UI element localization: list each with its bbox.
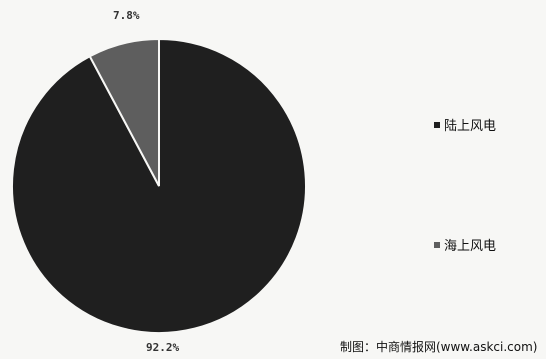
legend-item-onshore: 陆上风电 (434, 115, 496, 134)
legend-swatch-onshore (434, 121, 440, 128)
data-label-offshore: 7.8% (113, 9, 140, 22)
pie-slice-offshore (88, 37, 160, 187)
legend-label-onshore: 陆上风电 (444, 119, 497, 134)
data-label-onshore: 92.2% (146, 341, 180, 354)
legend-swatch-offshore (434, 241, 440, 248)
legend-item-offshore: 海上风电 (434, 235, 496, 254)
source-note: 制图：中商情报网(www.askci.com) (340, 340, 538, 354)
legend-label-offshore: 海上风电 (444, 239, 497, 254)
